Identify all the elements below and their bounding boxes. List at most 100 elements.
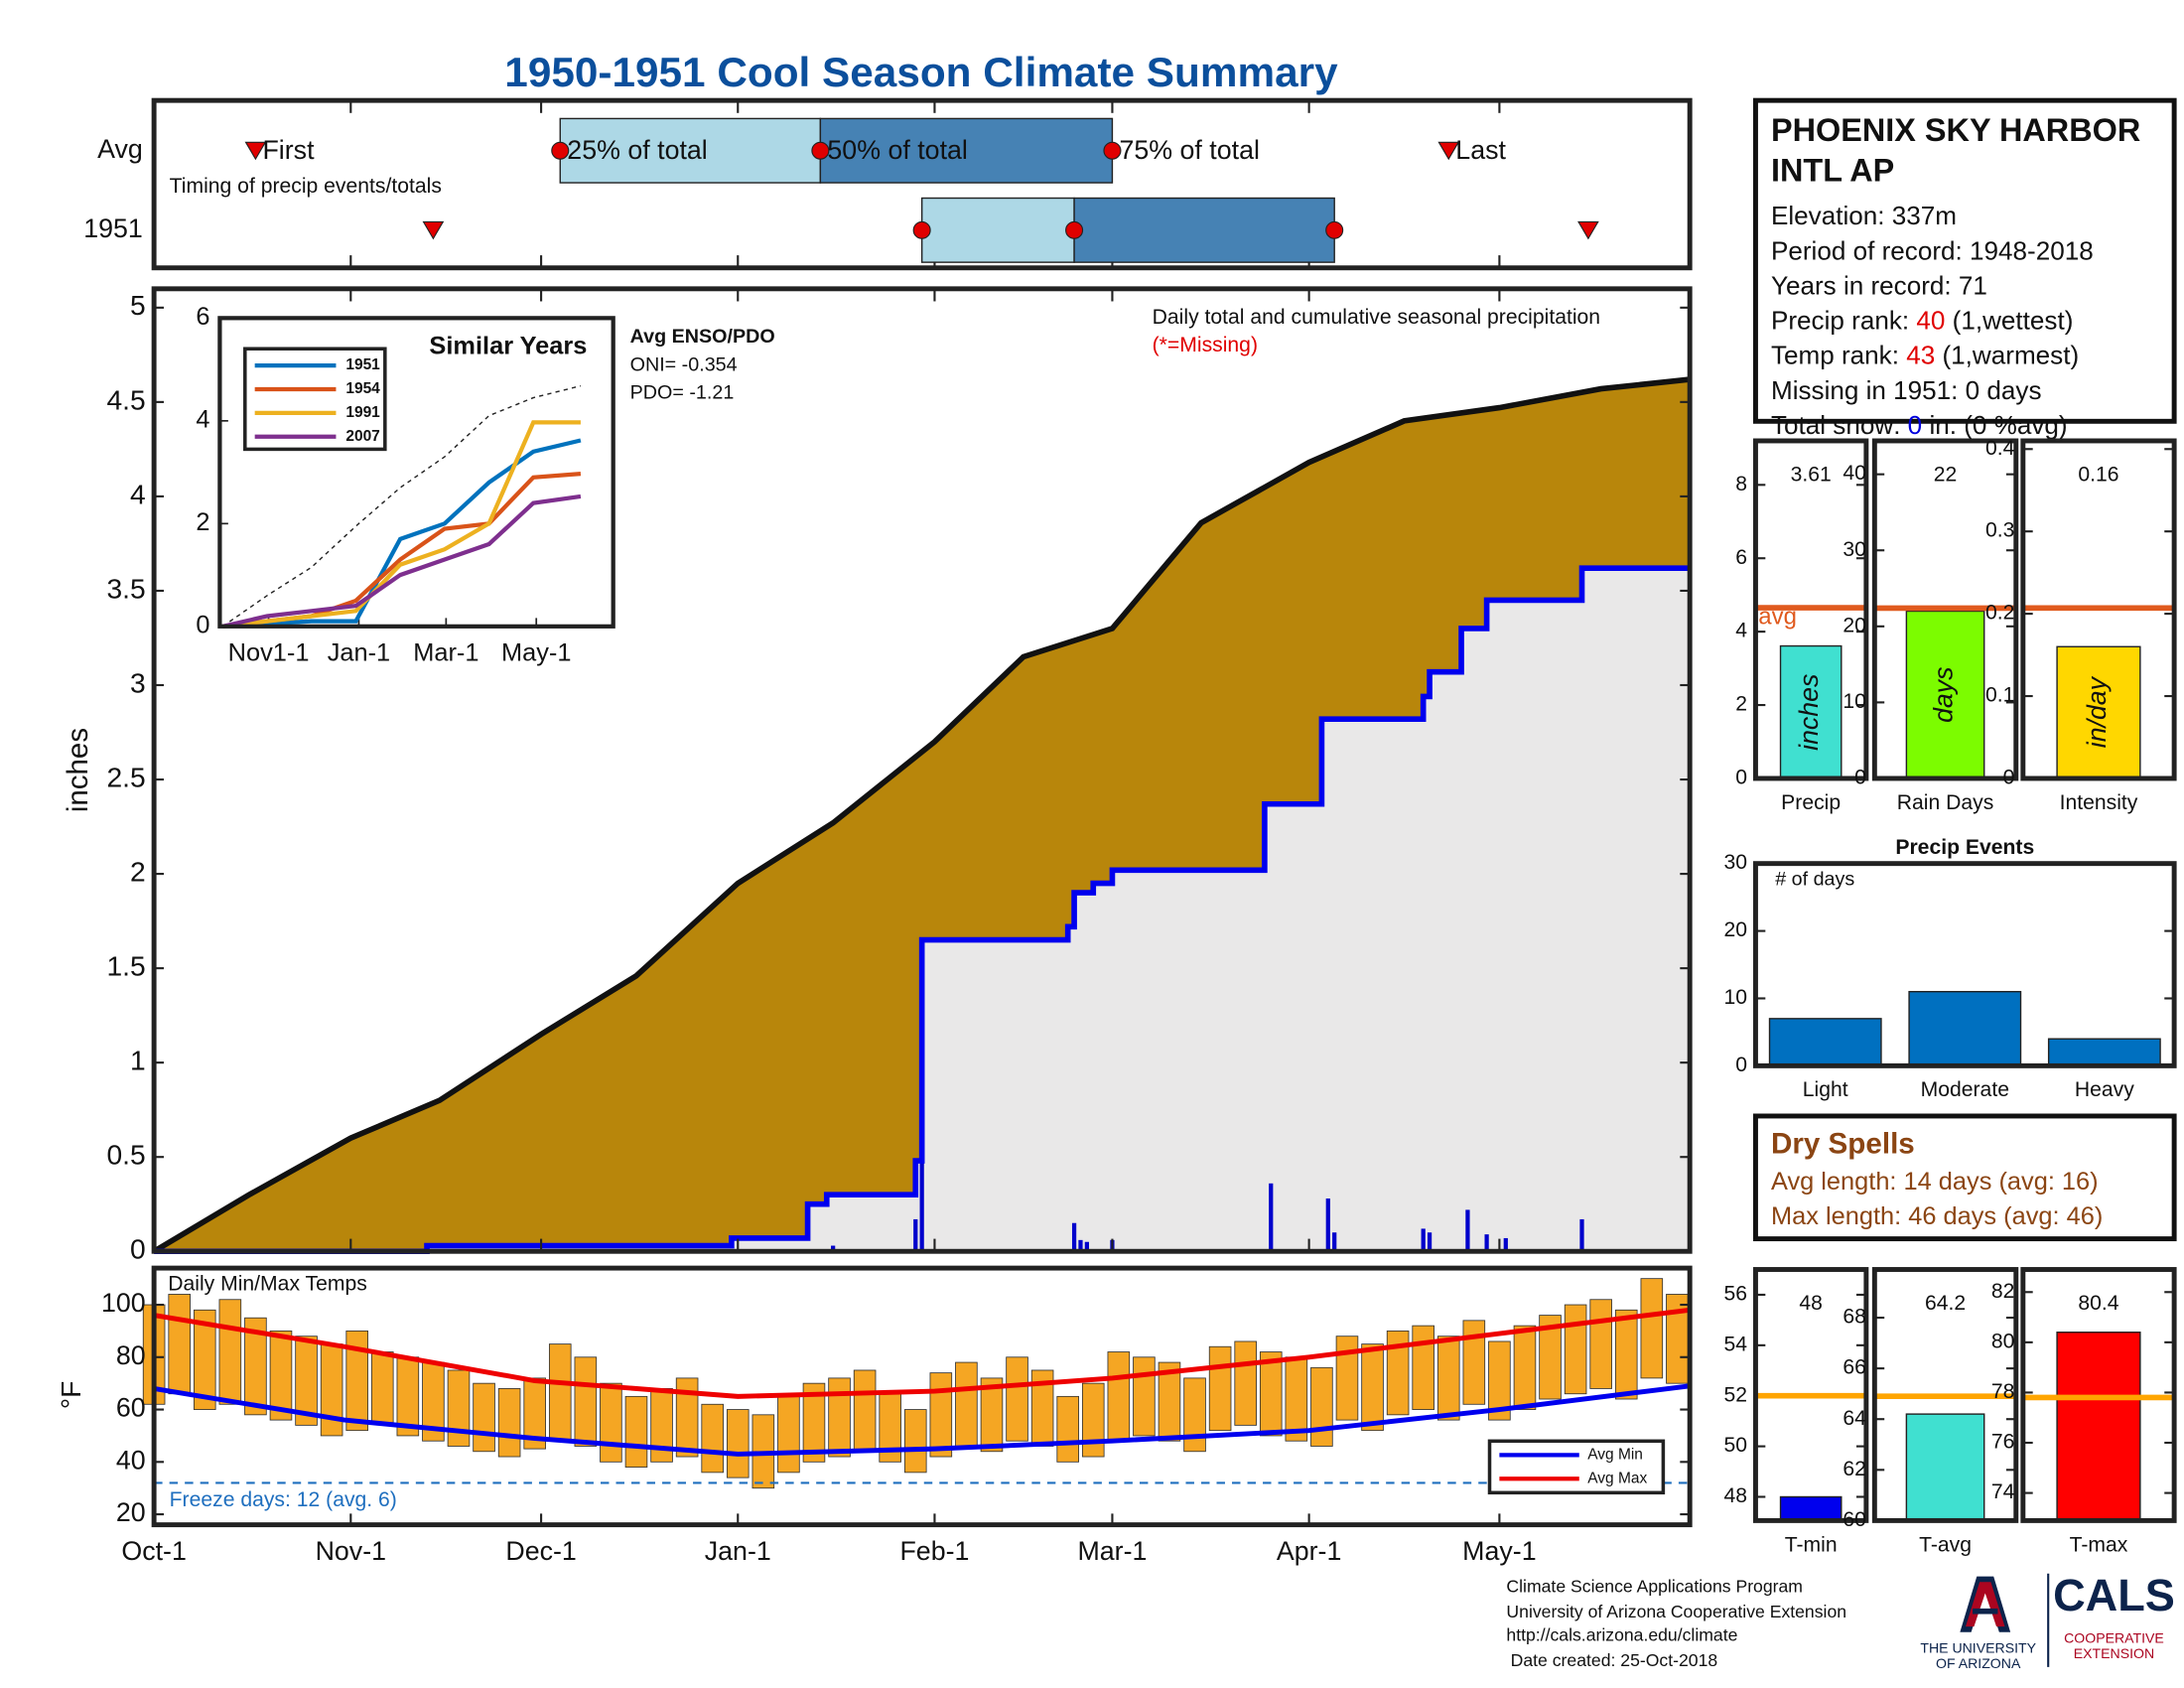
row-label: Avg: [97, 134, 143, 164]
temp-range-bar: [903, 1409, 927, 1474]
y-tick-label: 56: [1723, 1283, 1747, 1306]
y-tick-label: 66: [1843, 1356, 1866, 1379]
station-line: Total snow: 0 in. (0 %avg): [1771, 410, 2068, 440]
station-text: (1,warmest): [1935, 341, 2079, 370]
quartile-box: [920, 197, 1075, 263]
inset-title: Similar Years: [429, 333, 587, 360]
station-line: Years in record: 71: [1771, 270, 1987, 300]
x-tick-label: Apr-1: [1277, 1536, 1341, 1566]
daily-bar: [1421, 1228, 1426, 1252]
value-bar: [2056, 1332, 2141, 1522]
y-tick-label: 0.5: [106, 1140, 145, 1171]
chart-title: Precip Events: [1895, 836, 2034, 859]
y-tick-label: 4: [196, 406, 209, 434]
quartile-box: [559, 117, 822, 184]
temp-range-bar: [600, 1382, 622, 1463]
value-label: 0.16: [2078, 464, 2118, 487]
station-text: in. (0 %avg): [1922, 410, 2067, 440]
marker-label: 75% of total: [1119, 135, 1259, 165]
legend-label: 1954: [345, 380, 380, 397]
y-tick-label: 2: [130, 857, 146, 888]
notes-line: PDO= -1.21: [630, 381, 735, 403]
temp-range-bar: [370, 1351, 394, 1424]
annotation-note: (*=Missing): [1153, 334, 1258, 356]
temp-range-bar: [523, 1377, 546, 1450]
temp-range-bar: [802, 1382, 826, 1463]
station-line: Precip rank: 40 (1,wettest): [1771, 305, 2073, 335]
legend-label: 1951: [345, 356, 380, 373]
total-marker: [1065, 220, 1084, 239]
y-tick-label: 0: [196, 612, 209, 639]
temp-range-bar: [1133, 1356, 1156, 1437]
y-tick-label: 82: [1991, 1280, 2015, 1303]
temp-range-bar: [1462, 1320, 1486, 1405]
temp-range-bar: [1640, 1278, 1664, 1379]
total-marker: [912, 220, 931, 239]
daily-bar: [1484, 1234, 1489, 1252]
temp-range-bar: [929, 1372, 953, 1458]
temp-range-bar: [1107, 1351, 1131, 1442]
temp-range-bar: [548, 1343, 572, 1442]
temp-range-bar: [1436, 1336, 1460, 1421]
station-line: Missing in 1951: 0 days: [1771, 375, 2042, 405]
marker-label: First: [262, 135, 315, 165]
daily-bar: [1332, 1232, 1337, 1252]
station-text: Years in record: 71: [1771, 270, 1987, 300]
legend-label: 1991: [345, 404, 380, 421]
x-tick-label: Dec-1: [505, 1536, 576, 1566]
temp-range-bar: [1361, 1343, 1384, 1432]
y-tick-label: 8: [1735, 473, 1747, 495]
freeze-label: Freeze days: 12 (avg. 6): [170, 1488, 397, 1511]
bar: [1768, 1018, 1882, 1067]
value-label: 22: [1934, 464, 1958, 487]
series-line: [222, 438, 582, 629]
temp-range-bar: [1564, 1304, 1587, 1395]
x-tick-label: Light: [1803, 1078, 1848, 1101]
temp-range-bar: [1386, 1330, 1410, 1416]
station-text: Period of record: 1948-2018: [1771, 235, 2094, 265]
footer-line: Climate Science Applications Program: [1506, 1577, 1803, 1597]
series-line: [222, 420, 581, 629]
x-tick-label: Jan-1: [705, 1536, 771, 1566]
y-tick-label: 0.3: [1985, 519, 2014, 542]
y-tick-label: 40: [1843, 462, 1866, 485]
temp-range-bar: [1488, 1340, 1511, 1421]
daily-bar: [831, 1245, 836, 1252]
x-axis-label: T-min: [1785, 1533, 1838, 1556]
value-bar: [1779, 1495, 1843, 1522]
x-axis-label: T-max: [2070, 1533, 2128, 1556]
dry-spells-line: Avg length: 14 days (avg: 16): [1771, 1168, 2099, 1196]
station-text: Precip rank:: [1771, 305, 1916, 335]
temp-range-bar: [1234, 1340, 1257, 1426]
station-value: 43: [1906, 341, 1935, 370]
plot-frame: [1871, 1267, 2019, 1523]
temp-range-bar: [1183, 1377, 1206, 1453]
y-tick-label: 0.4: [1985, 437, 2015, 460]
footer-line: University of Arizona Cooperative Extens…: [1506, 1602, 1846, 1621]
daily-bar: [913, 1218, 918, 1252]
y-tick-label: 80: [116, 1340, 146, 1370]
y-tick-label: 3: [130, 667, 146, 698]
notes-line: ONI= -0.354: [630, 353, 738, 375]
notes-title: Avg ENSO/PDO: [630, 326, 775, 348]
y-tick-label: 78: [1991, 1380, 2015, 1403]
y-tick-label: 3.5: [106, 573, 145, 604]
temp-range-bar: [1589, 1299, 1612, 1389]
temp-range-bar: [1081, 1382, 1105, 1458]
station-text: Total snow:: [1771, 410, 1908, 440]
daily-bar: [1427, 1232, 1433, 1252]
dry-spells-line: Max length: 46 days (avg: 46): [1771, 1202, 2103, 1230]
x-tick-label: May-1: [1462, 1536, 1536, 1566]
avg-temp-line: [153, 1307, 1691, 1399]
temp-range-bar: [955, 1361, 978, 1447]
y-tick-label: 50: [1723, 1434, 1747, 1457]
logo-text: EXTENSION: [2074, 1645, 2154, 1661]
y-tick-label: 64: [1843, 1407, 1866, 1430]
temp-range-bar: [1158, 1361, 1181, 1442]
event-marker: [244, 141, 267, 161]
dry-spells-title: Dry Spells: [1771, 1127, 1915, 1160]
temp-range-bar: [320, 1343, 343, 1437]
logo-text: OF ARIZONA: [1936, 1655, 2021, 1671]
temp-range-bar: [218, 1299, 242, 1405]
logo-text: THE UNIVERSITY: [1920, 1639, 2036, 1655]
